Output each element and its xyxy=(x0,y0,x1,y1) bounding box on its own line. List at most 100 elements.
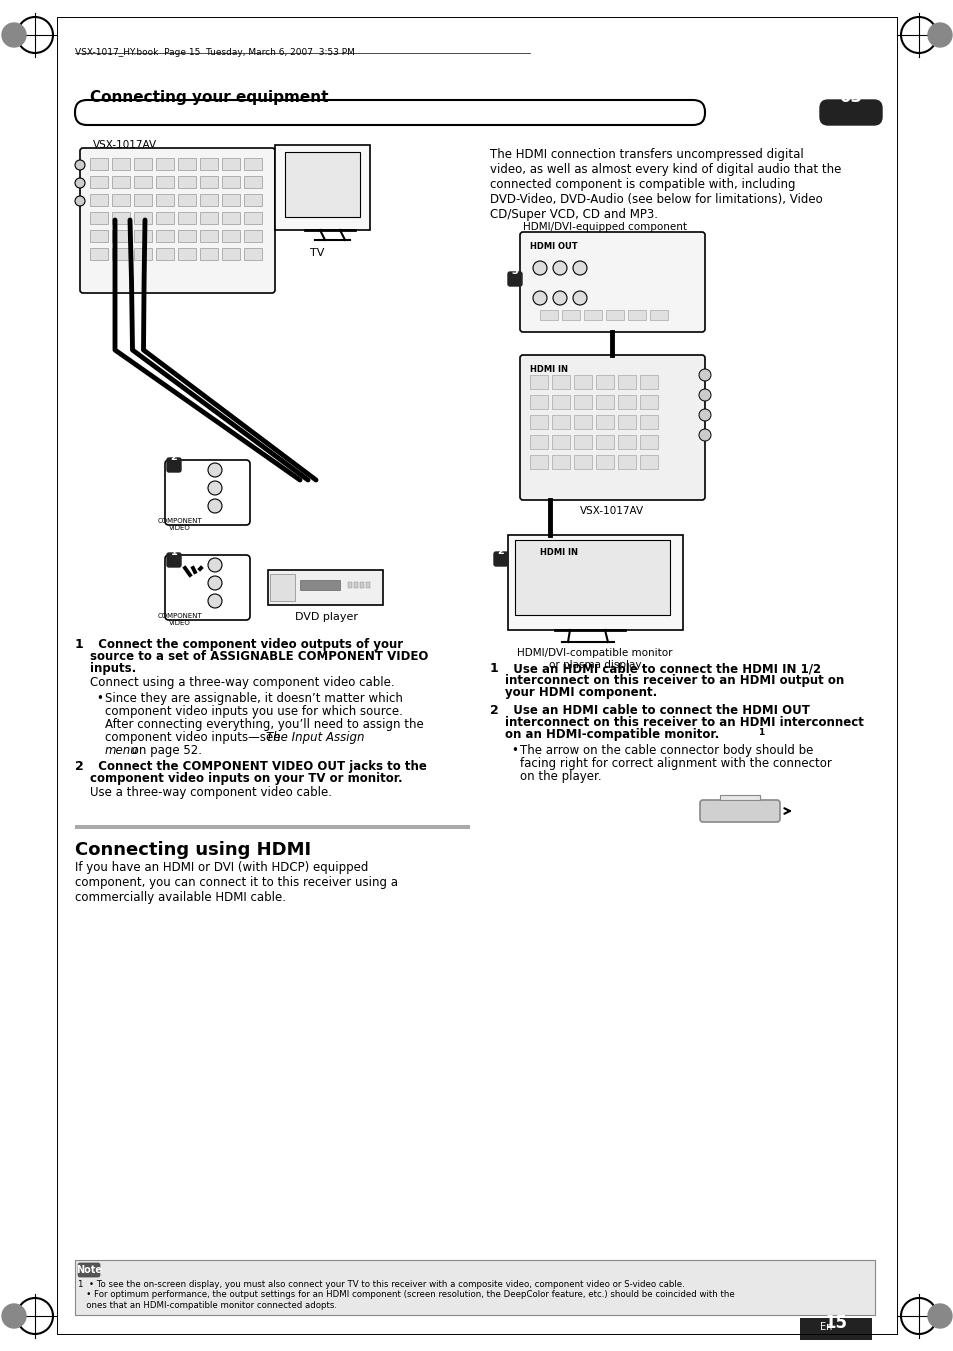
Bar xyxy=(596,394,614,409)
Circle shape xyxy=(75,159,85,170)
Text: The arrow on the cable connector body should be: The arrow on the cable connector body sh… xyxy=(519,744,813,757)
Bar xyxy=(200,195,218,205)
Bar xyxy=(530,455,547,469)
Bar xyxy=(244,158,262,170)
Bar xyxy=(618,376,636,389)
Text: 2: 2 xyxy=(75,761,84,773)
Bar xyxy=(178,158,195,170)
Bar xyxy=(222,195,240,205)
Text: Note: Note xyxy=(76,1265,102,1275)
Bar xyxy=(596,435,614,449)
Bar xyxy=(156,158,173,170)
Circle shape xyxy=(208,499,222,513)
Bar xyxy=(574,455,592,469)
Bar xyxy=(90,249,108,259)
Text: HDMI/DVI-equipped component: HDMI/DVI-equipped component xyxy=(522,222,686,232)
Bar xyxy=(720,794,760,800)
Bar xyxy=(112,195,130,205)
Bar xyxy=(574,394,592,409)
Circle shape xyxy=(699,389,710,401)
Text: The HDMI connection transfers uncompressed digital
video, as well as almost ever: The HDMI connection transfers uncompress… xyxy=(490,149,841,222)
Circle shape xyxy=(208,576,222,590)
Bar xyxy=(359,582,364,588)
Text: your HDMI component.: your HDMI component. xyxy=(504,686,657,698)
Bar xyxy=(178,230,195,242)
Text: Connecting using HDMI: Connecting using HDMI xyxy=(75,842,311,859)
Text: facing right for correct alignment with the connector: facing right for correct alignment with … xyxy=(519,757,831,770)
Bar xyxy=(200,176,218,188)
Bar xyxy=(133,230,152,242)
Bar xyxy=(507,535,682,630)
Bar xyxy=(649,309,667,320)
Bar xyxy=(244,230,262,242)
Bar xyxy=(530,415,547,430)
Circle shape xyxy=(208,594,222,608)
Circle shape xyxy=(573,290,586,305)
Text: HDMI IN: HDMI IN xyxy=(530,365,567,374)
FancyBboxPatch shape xyxy=(165,555,250,620)
Bar xyxy=(574,415,592,430)
Bar xyxy=(530,376,547,389)
Bar xyxy=(178,195,195,205)
FancyBboxPatch shape xyxy=(519,232,704,332)
Circle shape xyxy=(2,1304,26,1328)
Text: 1: 1 xyxy=(758,728,763,738)
Bar xyxy=(552,455,569,469)
Bar xyxy=(270,574,294,601)
Text: component video inputs—see: component video inputs—see xyxy=(105,731,284,744)
FancyBboxPatch shape xyxy=(75,100,704,126)
Text: 2: 2 xyxy=(490,704,498,717)
Bar xyxy=(285,153,359,218)
Text: interconnect on this receiver to an HDMI interconnect: interconnect on this receiver to an HDMI… xyxy=(504,716,863,730)
Text: 3: 3 xyxy=(511,266,517,276)
Bar xyxy=(348,582,352,588)
Bar xyxy=(552,394,569,409)
Text: •: • xyxy=(511,744,517,757)
Bar xyxy=(530,394,547,409)
Text: Connecting your equipment: Connecting your equipment xyxy=(90,91,328,105)
Bar xyxy=(90,158,108,170)
Bar xyxy=(244,195,262,205)
Bar xyxy=(596,376,614,389)
Bar xyxy=(133,158,152,170)
FancyBboxPatch shape xyxy=(820,100,882,126)
Bar xyxy=(156,212,173,224)
FancyBboxPatch shape xyxy=(167,553,181,567)
Bar xyxy=(200,230,218,242)
Text: 2: 2 xyxy=(171,453,177,462)
Text: En: En xyxy=(820,1323,832,1332)
FancyBboxPatch shape xyxy=(80,149,274,293)
Bar xyxy=(156,230,173,242)
Text: HDMI OUT: HDMI OUT xyxy=(530,242,577,251)
Bar xyxy=(574,435,592,449)
Text: 1: 1 xyxy=(171,547,177,557)
Bar xyxy=(618,435,636,449)
Bar xyxy=(156,249,173,259)
Text: HDMI IN: HDMI IN xyxy=(539,549,578,557)
Bar xyxy=(539,309,558,320)
Bar xyxy=(354,582,357,588)
FancyBboxPatch shape xyxy=(519,355,704,500)
Bar xyxy=(561,309,579,320)
Bar xyxy=(178,249,195,259)
Bar xyxy=(178,176,195,188)
Circle shape xyxy=(699,430,710,440)
Bar xyxy=(366,582,370,588)
Text: Use a three-way component video cable.: Use a three-way component video cable. xyxy=(90,786,332,798)
Bar xyxy=(596,455,614,469)
Bar xyxy=(90,195,108,205)
Bar xyxy=(222,158,240,170)
Text: VSX-1017AV: VSX-1017AV xyxy=(579,507,643,516)
Text: DVD player: DVD player xyxy=(294,612,357,621)
Bar xyxy=(274,145,370,230)
Bar xyxy=(618,394,636,409)
Text: TV: TV xyxy=(310,249,324,258)
Bar xyxy=(574,376,592,389)
Bar xyxy=(800,1319,871,1340)
Text: HDMI/DVI-compatible monitor
or plasma display: HDMI/DVI-compatible monitor or plasma di… xyxy=(517,648,672,670)
Bar xyxy=(133,249,152,259)
Bar xyxy=(618,455,636,469)
Bar xyxy=(627,309,645,320)
Bar xyxy=(244,249,262,259)
Text: 1  • To see the on-screen display, you must also connect your TV to this receive: 1 • To see the on-screen display, you mu… xyxy=(78,1279,734,1310)
